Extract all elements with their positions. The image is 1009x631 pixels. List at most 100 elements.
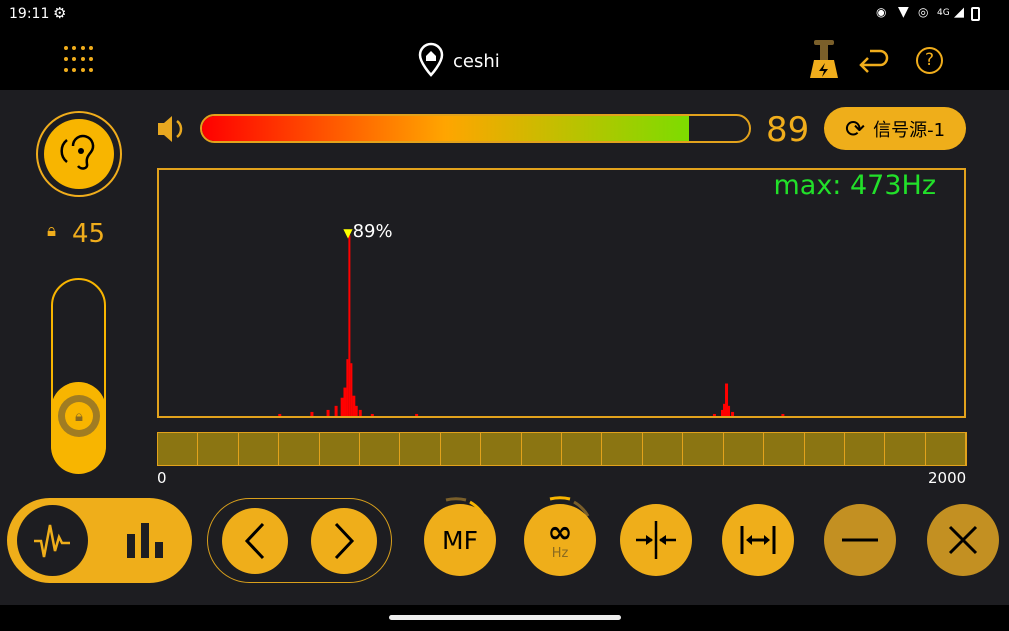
infinity-icon: ∞ xyxy=(547,514,573,550)
spectrum-bar xyxy=(712,413,716,416)
max-frequency-label: max: 473Hz xyxy=(773,170,936,201)
spectrum-bar xyxy=(310,411,314,416)
wifi-icon: ▼ xyxy=(898,4,909,20)
expand-arrows-icon xyxy=(740,526,776,554)
signal-source-button[interactable]: ⟳ 信号源-1 xyxy=(824,107,966,150)
band-cell[interactable] xyxy=(683,433,724,465)
close-button[interactable] xyxy=(927,504,999,576)
peak-value: 89% xyxy=(352,221,393,243)
home-gesture-handle[interactable] xyxy=(389,615,621,620)
minus-icon xyxy=(842,538,878,542)
mf-label: MF xyxy=(442,525,478,555)
volume-fill xyxy=(202,116,689,141)
spectrum-bar xyxy=(348,235,351,416)
spectrum-bar xyxy=(725,383,729,416)
header: ceshi ? xyxy=(0,30,1009,90)
band-cell[interactable] xyxy=(400,433,441,465)
spectrum-bar xyxy=(415,413,419,416)
spectrum-bar xyxy=(721,409,724,416)
navigation-group xyxy=(207,498,392,583)
status-bar: 19:11 ⚙ ◉ ▼ ◎ 4G ◢ xyxy=(0,0,1009,30)
location-icon: ◉ xyxy=(876,5,887,19)
hz-label: Hz xyxy=(551,545,569,561)
band-cell[interactable] xyxy=(643,433,684,465)
band-cell[interactable] xyxy=(562,433,603,465)
spectrum-bar xyxy=(358,409,362,416)
battery-icon xyxy=(971,7,980,21)
spectrum-bar xyxy=(727,405,731,416)
band-cell[interactable] xyxy=(885,433,926,465)
signal-source-label: 信号源-1 xyxy=(873,119,946,141)
expand-frequency-button[interactable] xyxy=(722,504,794,576)
location-pin-icon xyxy=(418,42,444,77)
band-cell[interactable] xyxy=(360,433,401,465)
view-mode-toggle[interactable] xyxy=(7,498,192,583)
spectrum-bar xyxy=(346,359,349,416)
system-nav-bar xyxy=(0,605,1009,631)
waveform-mode-button[interactable] xyxy=(17,505,88,576)
lock-value: 45 xyxy=(72,219,106,249)
bar-chart-icon[interactable] xyxy=(127,523,167,559)
network-type: 4G xyxy=(937,8,950,18)
band-cell[interactable] xyxy=(279,433,320,465)
band-cell[interactable] xyxy=(602,433,643,465)
volume-bar xyxy=(200,114,751,143)
spectrum-bar xyxy=(354,405,358,416)
back-icon[interactable] xyxy=(858,47,890,75)
frequency-band-strip[interactable] xyxy=(157,432,967,466)
band-cell[interactable] xyxy=(805,433,845,465)
slider-handle[interactable]: 🔒︎ xyxy=(58,395,100,437)
close-icon xyxy=(948,525,978,555)
signal-icon: ◢ xyxy=(954,5,964,20)
x-tick-label-max: 2000 xyxy=(928,469,967,487)
spectrum-bar xyxy=(326,409,330,416)
battery-charge-icon[interactable] xyxy=(808,39,840,81)
x-tick-label-min: 0 xyxy=(157,469,167,487)
minus-button[interactable] xyxy=(824,504,896,576)
refresh-icon: ⟳ xyxy=(844,114,866,143)
band-cell[interactable] xyxy=(441,433,482,465)
peak-marker-icon: ▼ xyxy=(343,226,353,241)
lock-icon: 🔒︎ xyxy=(65,402,93,430)
hz-button[interactable]: ∞ Hz xyxy=(524,504,596,576)
spectrum-bar xyxy=(343,387,347,416)
mf-button[interactable]: MF xyxy=(424,504,496,576)
volume-value: 89 xyxy=(766,110,810,150)
next-button[interactable] xyxy=(311,508,377,574)
chevron-right-icon xyxy=(334,522,355,560)
spectrum-bar xyxy=(334,405,338,416)
band-cell[interactable] xyxy=(926,433,967,465)
band-cell[interactable] xyxy=(158,433,199,465)
peak-label: ▼89% xyxy=(343,221,392,242)
band-cell[interactable] xyxy=(724,433,765,465)
lock-updown-icon: 🔒︎ xyxy=(47,221,57,241)
spectrum-bar xyxy=(340,397,344,416)
spectrum-plot xyxy=(278,235,785,416)
band-cell[interactable] xyxy=(845,433,886,465)
settings-icon: ⚙ xyxy=(53,4,67,22)
zoom-in-frequency-button[interactable] xyxy=(620,504,692,576)
band-cell[interactable] xyxy=(522,433,563,465)
ear-icon xyxy=(60,134,95,170)
previous-button[interactable] xyxy=(222,508,288,574)
spectrum-bar xyxy=(278,413,282,416)
hotspot-icon: ◎ xyxy=(918,5,929,19)
band-cell[interactable] xyxy=(481,433,522,465)
band-cell[interactable] xyxy=(239,433,280,465)
lock-slider[interactable]: 🔒︎ xyxy=(51,278,106,474)
menu-grid-icon[interactable] xyxy=(64,46,94,76)
help-icon[interactable]: ? xyxy=(916,47,943,74)
speaker-icon[interactable] xyxy=(156,113,188,145)
device-title: ceshi xyxy=(453,51,500,72)
spectrum-bar xyxy=(781,413,785,416)
chevron-left-icon xyxy=(244,522,265,560)
clock: 19:11 xyxy=(9,6,50,22)
band-cell[interactable] xyxy=(198,433,239,465)
spectrum-bar xyxy=(731,411,735,416)
ear-button[interactable] xyxy=(36,111,122,197)
band-cell[interactable] xyxy=(320,433,361,465)
band-cell[interactable] xyxy=(764,433,805,465)
spectrum-chart: max: 473Hz ▼89% xyxy=(157,168,966,418)
spectrum-bar xyxy=(723,403,727,416)
spectrum-bar xyxy=(352,395,356,416)
